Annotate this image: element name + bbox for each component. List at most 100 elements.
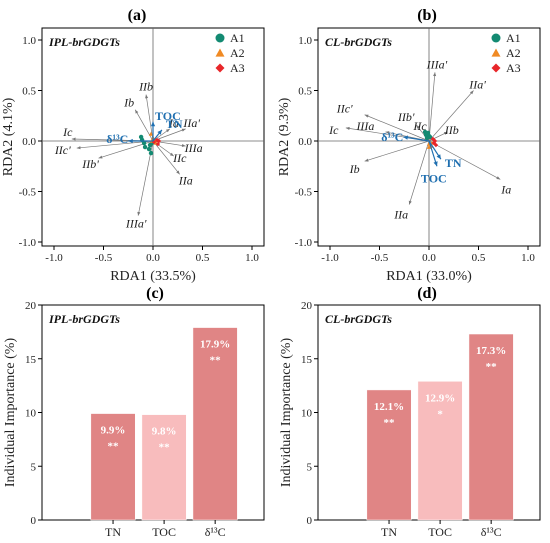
y-tick-label: 0.5: [22, 86, 36, 98]
x-tick-label: TN: [105, 525, 121, 538]
species-vector: [428, 140, 501, 180]
sample-point-a1: [148, 150, 154, 156]
bar-value-label: 12.9%: [425, 392, 455, 404]
species-label: IIc': [54, 143, 71, 157]
x-tick-label: 0.5: [196, 252, 210, 264]
species-label: IIIa': [125, 217, 147, 231]
bar-significance-label: **: [108, 441, 120, 453]
legend-marker-a3: [491, 63, 501, 73]
sample-point-a1: [146, 146, 152, 152]
x-tick-label: -0.5: [95, 252, 113, 264]
species-arrowhead: [137, 211, 141, 216]
species-label: IIb': [397, 110, 415, 124]
sample-point-a3: [432, 138, 438, 144]
species-label: IIIa: [355, 119, 374, 133]
species-label: Ia: [500, 182, 511, 196]
legend-label-a1: A1: [506, 31, 521, 45]
bar: [417, 381, 463, 521]
species-label: IIIa': [426, 57, 448, 71]
species-label: IIc': [336, 102, 353, 116]
y-tick-label: 0.0: [298, 136, 312, 148]
env-label: TOC: [421, 171, 447, 185]
x-tick-label: δ¹³C: [481, 525, 502, 538]
y-tick-label: 5: [307, 461, 313, 473]
species-label: IIc: [172, 151, 187, 165]
legend-label-a2: A2: [506, 46, 521, 60]
legend-marker-a2: [491, 48, 501, 57]
panel-c-label: (c): [146, 285, 164, 302]
species-vector: [152, 140, 181, 175]
sample-point-a2: [148, 131, 154, 136]
panel-c: (c) IPL-brGDGTs 0 5 10 15 20 Individual Impor…: [3, 285, 265, 539]
panel-d-label: (d): [417, 285, 437, 302]
species-arrowhead: [364, 158, 369, 162]
species-arrowhead: [169, 152, 174, 157]
legend-label-a2: A2: [230, 46, 245, 60]
species-arrowhead: [408, 200, 412, 205]
y-axis-label: Individual Importance (%): [279, 338, 294, 488]
species-arrowhead: [181, 143, 186, 148]
y-tick-label: 0.0: [22, 136, 36, 148]
species-arrowhead: [364, 114, 369, 118]
species-arrowhead: [433, 72, 437, 77]
species-label: IIb: [444, 123, 459, 137]
legend-label-a3: A3: [230, 61, 245, 75]
species-arrowhead: [416, 124, 420, 129]
x-tick-label: TN: [381, 525, 397, 538]
y-tick-label: 1.0: [22, 35, 36, 47]
x-tick-label: δ¹³C: [205, 525, 226, 538]
species-arrowhead: [181, 128, 186, 132]
y-tick-label: 0: [31, 515, 37, 527]
species-vector: [76, 140, 154, 149]
y-tick-label: 10: [25, 408, 37, 420]
legend-marker-a1: [491, 33, 501, 43]
y-tick-label: 15: [301, 354, 313, 366]
species-arrowhead: [98, 155, 103, 159]
species-label: Ib: [123, 96, 134, 110]
panel-c-title: IPL-brGDGTs: [48, 312, 120, 326]
bar-value-label: 9.8%: [152, 426, 177, 438]
species-label: IIc: [412, 119, 427, 133]
y-tick-label: 20: [301, 300, 313, 312]
bar-value-label: 12.1%: [374, 401, 404, 413]
y-tick-label: 20: [25, 300, 37, 312]
sample-point-a3: [156, 138, 162, 144]
env-label: TN: [445, 156, 462, 170]
panel-b-label: (b): [417, 7, 437, 24]
bar-value-label: 17.3%: [476, 345, 506, 357]
legend-marker-a3: [215, 63, 225, 73]
y-tick-label: -1.0: [19, 237, 37, 249]
y-tick-label: 15: [25, 354, 37, 366]
sample-point-a1: [141, 140, 147, 146]
x-tick-label: TOC: [428, 525, 452, 538]
env-arrowhead: [150, 121, 156, 127]
panel-b: (b) CL-brGDGTs -1.0 -0.5 0.0 0.5 1.0 -1.0 -0.5…: [277, 7, 541, 284]
bar-significance-label: **: [159, 442, 171, 454]
y-tick-label: 0.5: [298, 86, 312, 98]
species-label: IIIa: [184, 141, 203, 155]
species-vector: [428, 72, 436, 142]
x-axis-label: RDA1 (33.5%): [110, 269, 196, 284]
legend-marker-a2: [215, 48, 225, 57]
bar-significance-label: **: [384, 417, 396, 429]
sample-point-a1: [424, 135, 430, 141]
y-tick-label: 5: [31, 461, 37, 473]
panel-a: (a) IPL-brGDGTs -1.0 -0.5 0.0 0.5 1.0 -1.0 -0.…: [1, 7, 265, 284]
y-tick-label: 10: [301, 408, 313, 420]
env-label: TOC: [155, 109, 181, 123]
y-tick-label: 0: [307, 515, 313, 527]
species-arrowhead: [345, 126, 350, 130]
env-label: TN: [166, 117, 183, 131]
bar: [141, 414, 187, 521]
species-vector: [152, 128, 186, 142]
species-label: IIa': [468, 78, 486, 92]
species-label: Ia: [168, 116, 179, 130]
species-label: Ib: [349, 162, 360, 176]
y-axis-label: Individual Importance (%): [3, 338, 18, 488]
y-tick-label: -0.5: [295, 187, 313, 199]
panel-a-title: IPL-brGDGTs: [48, 35, 120, 49]
species-vector: [428, 90, 474, 142]
